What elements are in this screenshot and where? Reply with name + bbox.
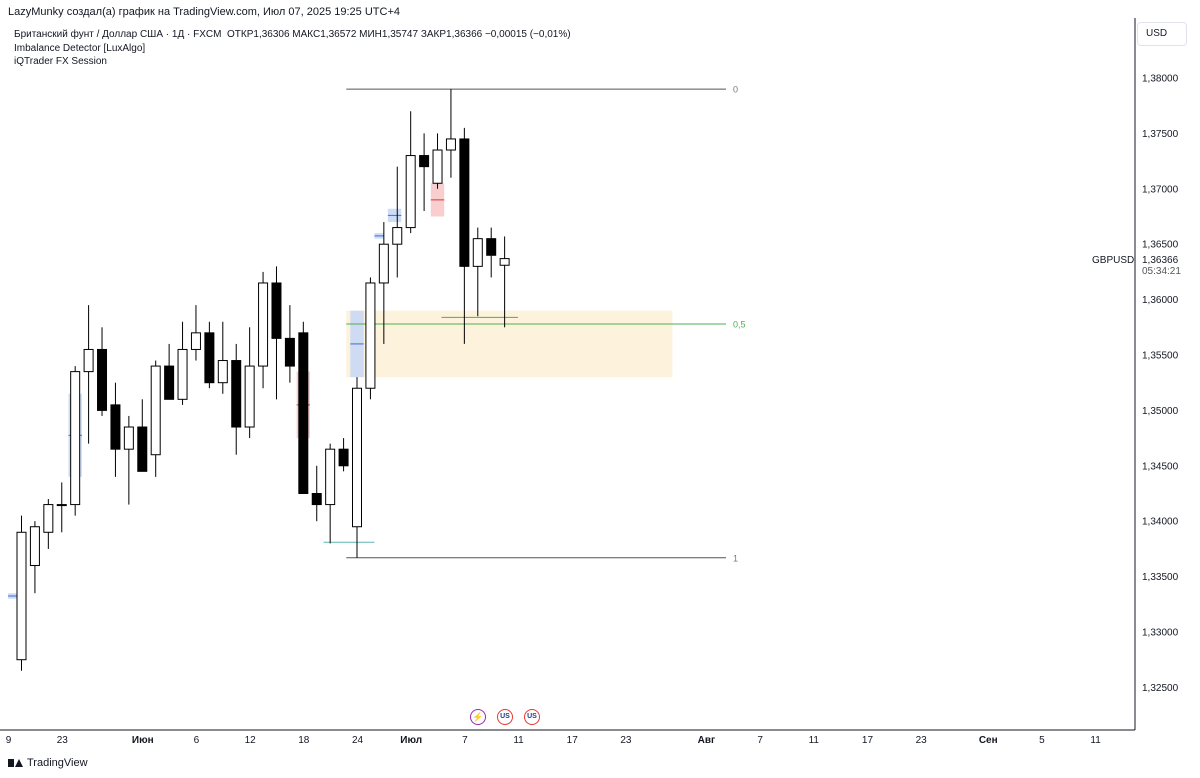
candle-body [284,337,295,367]
time-tick-label: 12 [245,735,257,746]
time-tick-label: 6 [194,735,200,746]
candle-body [83,348,94,373]
fib-level-label: 1 [733,553,738,563]
candle-body [311,493,322,506]
time-tick-label: 24 [352,735,364,746]
price-tick-label: 1,37000 [1142,184,1179,195]
price-tick-label: 1,36000 [1142,295,1179,306]
time-tick-label: 9 [6,735,12,746]
legend-instrument: Британский фунт / Доллар США · 1Д · FXCM [14,29,222,40]
time-tick-label: 23 [620,735,632,746]
candle-body [16,531,27,661]
time-tick-label: Июн [132,735,154,746]
price-tick-label: 1,36500 [1142,240,1179,251]
candle-body [338,448,349,467]
time-tick-label: 23 [57,735,69,746]
time-tick-label: Сен [979,735,998,746]
candle-body [419,155,430,168]
us-flag-icon[interactable]: US [497,709,513,725]
candle-body [164,365,175,400]
candle-body [231,360,242,428]
time-tick-label: 18 [298,735,310,746]
candle-body [405,155,416,229]
chart-legend: Британский фунт / Доллар США · 1Д · FXCM… [14,28,571,69]
time-tick-label: 7 [462,735,468,746]
candle-body [365,282,376,389]
time-tick-label: Авг [698,735,716,746]
candle-body [258,282,269,367]
candle-body [459,138,470,267]
time-tick-label: 11 [809,735,820,746]
fib-level-label: 0,5 [733,319,746,329]
candle-body [137,426,148,472]
footer-brand: TradingView [8,757,88,769]
candle-body [123,426,134,450]
candle-body [271,282,282,339]
legend-indicator-imbalance[interactable]: Imbalance Detector [LuxAlgo] [14,42,146,54]
time-tick-label: 17 [862,735,874,746]
price-tick-label: 1,35500 [1142,351,1179,362]
tradingview-logo-icon [8,758,23,768]
fib-level-label: 0 [733,85,738,95]
price-tick-label: 1,38000 [1142,74,1179,85]
symbol-label: GBPUSD [1092,255,1134,266]
candle-body [352,387,362,528]
candle-body [325,448,336,506]
price-tick-label: 1,34500 [1142,461,1179,472]
time-tick-label: Июл [400,735,422,746]
candle-body [432,149,443,184]
bar-countdown-label: 05:34:21 [1142,266,1181,277]
price-tick-label: 1,33000 [1142,628,1179,639]
price-tick-label: 1,35000 [1142,406,1179,417]
candle-body [244,365,255,428]
candle-body [110,404,121,450]
price-tick-label: 1,33500 [1142,572,1179,583]
footer-brand-label: TradingView [27,757,88,769]
currency-button[interactable]: USD [1137,22,1187,46]
candle-body [499,258,510,266]
candle-body [190,332,201,350]
price-tick-label: 1,34000 [1142,517,1179,528]
candle-body [150,365,161,456]
candle-body [217,360,228,384]
order-block-zone [346,310,673,378]
price-tick-label: 1,37500 [1142,129,1179,140]
candle-body [97,348,108,411]
candle-body [392,227,403,245]
candle-body [204,332,215,384]
time-tick-label: 7 [757,735,763,746]
candle-body [472,238,483,267]
time-tick-label: 17 [567,735,579,746]
chart-attribution: LazyMunky создал(а) график на TradingVie… [8,6,400,18]
candle-body [486,238,497,256]
legend-indicator-session[interactable]: iQTrader FX Session [14,56,107,67]
time-tick-label: 5 [1039,735,1045,746]
candle-body [378,243,389,284]
candle-body [70,371,81,506]
candle-body [177,348,188,400]
candle-body [43,504,54,533]
legend-instrument-row[interactable]: Британский фунт / Доллар США · 1Д · FXCM… [14,28,571,42]
lightning-icon[interactable]: ⚡ [470,709,486,725]
candle-body [29,526,40,567]
time-tick-label: 23 [916,735,928,746]
time-tick-label: 11 [1090,735,1101,746]
candle-body [445,138,456,151]
us-flag-icon[interactable]: US [524,709,540,725]
time-tick-label: 11 [513,735,524,746]
price-tick-label: 1,32500 [1142,683,1179,694]
candle-body [298,332,309,494]
candle-body [56,504,67,507]
last-price-label: 1,36366 [1142,255,1179,266]
legend-ohlc: ОТКР1,36306 МАКС1,36572 МИН1,35747 ЗАКР1… [227,29,571,40]
